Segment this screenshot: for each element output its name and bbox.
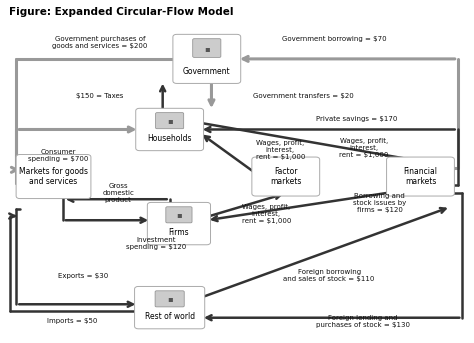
Text: ▪: ▪ bbox=[167, 294, 173, 303]
Text: Private savings = $170: Private savings = $170 bbox=[316, 116, 397, 122]
FancyBboxPatch shape bbox=[155, 291, 184, 307]
Text: Imports = $50: Imports = $50 bbox=[46, 318, 97, 324]
Text: Foreign lending and
purchases of stock = $130: Foreign lending and purchases of stock =… bbox=[316, 315, 410, 328]
Text: Government purchases of
goods and services = $200: Government purchases of goods and servic… bbox=[52, 36, 148, 49]
Text: Exports = $30: Exports = $30 bbox=[58, 273, 109, 279]
Text: Foreign borrowing
and sales of stock = $110: Foreign borrowing and sales of stock = $… bbox=[283, 269, 375, 282]
FancyBboxPatch shape bbox=[193, 39, 221, 57]
Text: Firms: Firms bbox=[169, 228, 189, 237]
FancyBboxPatch shape bbox=[147, 202, 210, 245]
FancyBboxPatch shape bbox=[16, 155, 91, 199]
FancyBboxPatch shape bbox=[173, 34, 241, 83]
FancyBboxPatch shape bbox=[252, 157, 319, 196]
Text: Government transfers = $20: Government transfers = $20 bbox=[253, 93, 354, 99]
Text: Borrowing and
stock issues by
firms = $120: Borrowing and stock issues by firms = $1… bbox=[353, 193, 406, 213]
Text: $150 = Taxes: $150 = Taxes bbox=[76, 93, 123, 99]
Text: Figure: Expanded Circular-Flow Model: Figure: Expanded Circular-Flow Model bbox=[9, 7, 234, 17]
Text: Consumer
spending = $700: Consumer spending = $700 bbox=[28, 149, 88, 162]
Text: Financial
markets: Financial markets bbox=[403, 167, 438, 186]
Text: Wages, profit,
interest,
rent = $1,000: Wages, profit, interest, rent = $1,000 bbox=[242, 203, 291, 224]
FancyBboxPatch shape bbox=[155, 113, 184, 129]
Text: ▪: ▪ bbox=[176, 210, 182, 219]
Text: Wages, profit,
interest,
rent = $1,000: Wages, profit, interest, rent = $1,000 bbox=[255, 140, 305, 159]
FancyBboxPatch shape bbox=[166, 207, 192, 223]
Text: Rest of world: Rest of world bbox=[145, 312, 195, 321]
FancyBboxPatch shape bbox=[135, 286, 205, 329]
FancyBboxPatch shape bbox=[387, 157, 455, 196]
Text: ▪: ▪ bbox=[204, 44, 210, 52]
FancyBboxPatch shape bbox=[136, 108, 203, 151]
Text: Markets for goods
and services: Markets for goods and services bbox=[19, 167, 88, 186]
Text: Government borrowing = $70: Government borrowing = $70 bbox=[282, 36, 387, 42]
Text: Gross
domestic
product: Gross domestic product bbox=[102, 184, 134, 203]
Text: Factor
markets: Factor markets bbox=[270, 167, 301, 186]
Text: ▪: ▪ bbox=[167, 116, 173, 125]
Text: Households: Households bbox=[147, 134, 192, 143]
Text: Investment
spending = $120: Investment spending = $120 bbox=[126, 237, 186, 250]
Text: Wages, profit,
interest,
rent = $1,000: Wages, profit, interest, rent = $1,000 bbox=[339, 138, 389, 158]
Text: Government: Government bbox=[183, 67, 231, 76]
